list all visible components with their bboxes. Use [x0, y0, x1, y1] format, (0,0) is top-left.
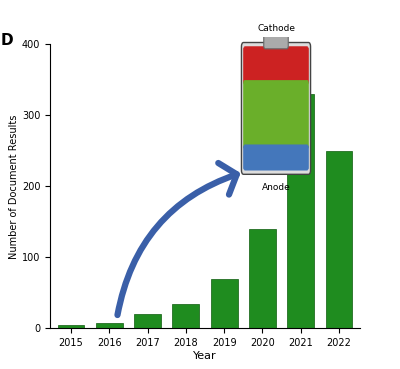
FancyBboxPatch shape	[244, 145, 308, 170]
FancyArrowPatch shape	[118, 163, 237, 315]
Text: Cathode: Cathode	[257, 24, 295, 33]
Text: D: D	[0, 33, 13, 48]
Bar	[211, 279, 238, 328]
FancyBboxPatch shape	[244, 80, 308, 149]
Bar	[172, 304, 199, 328]
Bar	[287, 94, 314, 328]
Bar	[249, 229, 276, 328]
FancyBboxPatch shape	[242, 42, 310, 174]
X-axis label: Year: Year	[193, 351, 217, 361]
Text: Anode: Anode	[262, 183, 290, 192]
Bar	[58, 325, 84, 328]
Bar	[326, 151, 352, 328]
FancyBboxPatch shape	[264, 34, 288, 49]
Bar	[134, 314, 161, 328]
Bar	[96, 323, 123, 328]
Y-axis label: Number of Document Results: Number of Document Results	[9, 114, 19, 259]
FancyBboxPatch shape	[244, 47, 308, 85]
